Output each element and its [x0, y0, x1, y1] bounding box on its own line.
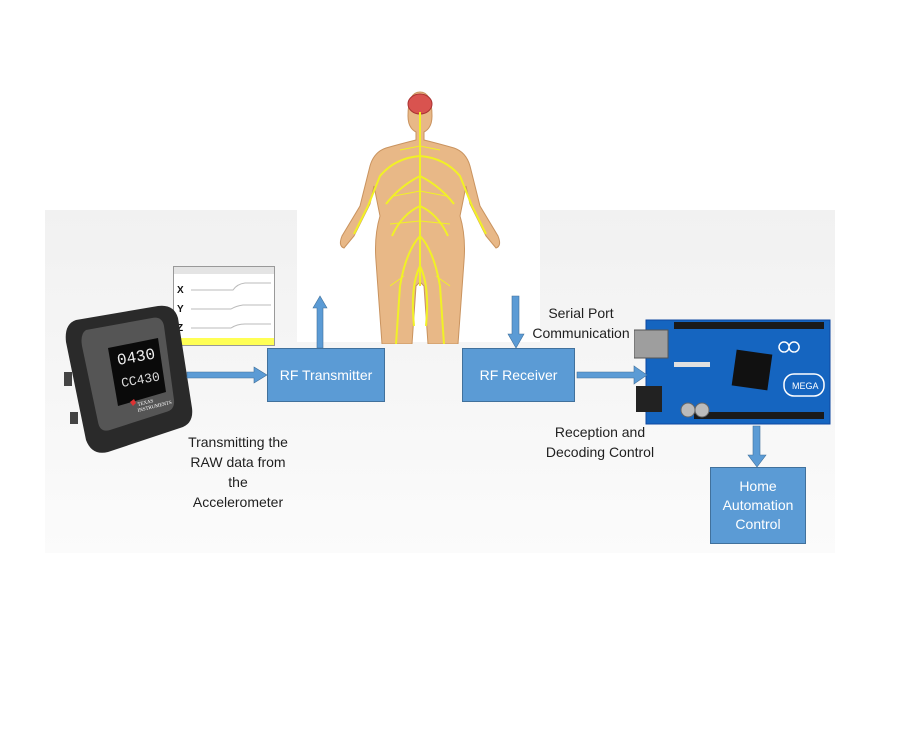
serial-port-line1: Serial Port — [548, 305, 614, 321]
watch-brand-line1: TEXAS — [137, 399, 154, 408]
arrow-transmitter-to-body — [312, 295, 328, 349]
transmitting-line4: Accelerometer — [192, 494, 284, 510]
plot-axis-z: Z — [177, 323, 183, 334]
rf-transmitter-box: RF Transmitter — [267, 348, 385, 402]
arrow-body-to-receiver — [507, 295, 525, 349]
rf-receiver-label: RF Receiver — [479, 366, 558, 383]
rf-receiver-box: RF Receiver — [462, 348, 575, 402]
accelerometer-plot: X Y Z — [173, 266, 275, 346]
reception-line2: Decoding Control — [545, 444, 655, 460]
home-automation-box: Home Automation Control — [710, 467, 806, 544]
plot-axis-y: Y — [177, 304, 184, 315]
arrow-watch-to-transmitter — [186, 366, 268, 384]
reception-line1: Reception and — [554, 424, 646, 440]
home-automation-line3: Control — [735, 516, 781, 532]
serial-port-line2: Communication — [532, 325, 630, 341]
arrow-receiver-to-board — [576, 365, 648, 385]
arrow-board-to-home-automation — [747, 425, 767, 468]
home-automation-line1: Home — [739, 478, 777, 494]
arduino-mega-board: MEGA — [634, 319, 831, 425]
board-marking: MEGA — [792, 381, 819, 391]
transmitting-line2: RAW data from — [190, 454, 286, 470]
nervous-system-figure — [339, 91, 501, 344]
plot-axis-x: X — [177, 285, 184, 296]
home-automation-line2: Automation — [722, 497, 794, 513]
transmitting-line1: Transmitting the — [188, 434, 288, 450]
rf-transmitter-label: RF Transmitter — [279, 366, 373, 383]
watch-secondary: CC430 — [120, 369, 161, 391]
transmitting-line3: the — [228, 474, 248, 490]
reception-caption: Reception and Decoding Control — [536, 422, 664, 462]
serial-port-caption: Serial Port Communication — [522, 303, 640, 343]
transmitting-caption: Transmitting the RAW data from the Accel… — [172, 432, 304, 512]
smart-watch: 0430 CC430 TEXAS INSTRUMENTS — [64, 305, 193, 453]
